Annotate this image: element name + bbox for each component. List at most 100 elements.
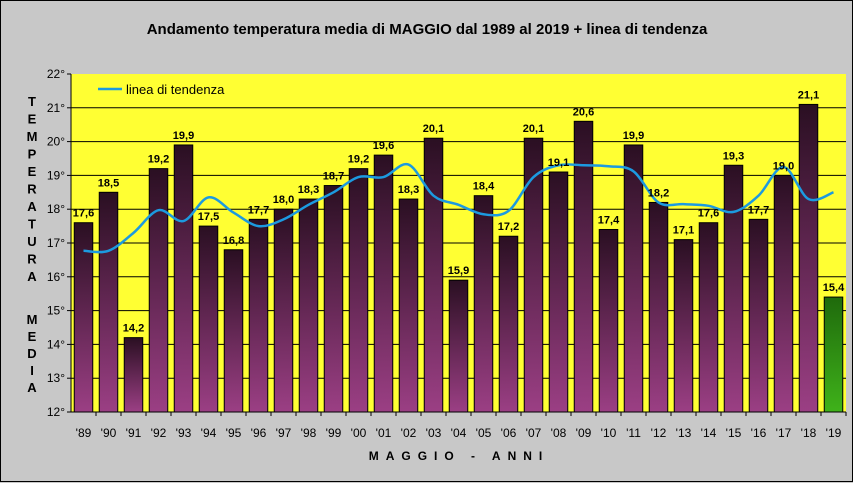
bar xyxy=(623,144,644,413)
x-tick-label: '14 xyxy=(701,426,717,440)
x-tick-label: '10 xyxy=(601,426,617,440)
bar-value-label: 14,2 xyxy=(123,323,144,335)
bar xyxy=(823,296,844,413)
bar-value-label: 17,7 xyxy=(248,204,269,216)
bar xyxy=(173,144,194,413)
bar-value-label: 18,3 xyxy=(398,184,419,196)
bar xyxy=(498,235,519,413)
legend: linea di tendenza xyxy=(98,82,225,97)
y-title-letter: E xyxy=(28,329,37,344)
x-tick-label: '92 xyxy=(151,426,167,440)
y-tick-label: 16° xyxy=(47,270,65,284)
bar-value-label: 17,6 xyxy=(73,208,94,220)
x-tick-label: '11 xyxy=(626,426,641,440)
bar-value-label: 20,1 xyxy=(523,123,544,135)
bar-value-label: 20,1 xyxy=(423,123,444,135)
y-title-letter: T xyxy=(28,94,36,109)
bar-value-label: 18,0 xyxy=(273,194,294,206)
x-tick-label: '05 xyxy=(476,426,492,440)
x-tick-label: '91 xyxy=(126,426,142,440)
x-tick-label: '15 xyxy=(726,426,742,440)
x-tick-label: '94 xyxy=(201,426,217,440)
x-tick-label: '89 xyxy=(76,426,92,440)
bar-value-label: 17,2 xyxy=(498,221,519,233)
bar xyxy=(423,137,444,413)
x-tick-label: '16 xyxy=(751,426,767,440)
y-title-letter: A xyxy=(27,380,37,395)
bar xyxy=(448,279,469,413)
trend-line-group xyxy=(83,162,834,254)
bar-value-label: 19,6 xyxy=(373,140,394,152)
bar xyxy=(598,228,619,413)
x-tick-label: '18 xyxy=(801,426,817,440)
bar-value-label: 20,6 xyxy=(573,106,594,118)
x-tick-label: '13 xyxy=(676,426,692,440)
bar-value-label: 19,1 xyxy=(548,157,569,169)
x-tick-label: '02 xyxy=(401,426,417,440)
y-tick-label: 21° xyxy=(47,101,65,115)
bar-value-label: 19,2 xyxy=(348,154,369,166)
x-tick-label: '96 xyxy=(251,426,267,440)
bar-value-label: 19,3 xyxy=(723,150,744,162)
x-tick-label: '01 xyxy=(376,426,392,440)
bar-value-label: 18,7 xyxy=(323,171,344,183)
y-tick-label: 12° xyxy=(47,405,65,419)
bar xyxy=(673,239,694,413)
bars xyxy=(73,103,844,413)
x-tick-label: '19 xyxy=(826,426,842,440)
bar xyxy=(323,185,344,413)
bar-value-label: 17,4 xyxy=(598,214,620,226)
trend-line xyxy=(83,162,834,254)
x-tick-label: '00 xyxy=(351,426,367,440)
bar xyxy=(698,222,719,413)
y-tick-label: 18° xyxy=(47,202,65,216)
y-title-letter: I xyxy=(30,363,34,378)
chart-title: Andamento temperatura media di MAGGIO da… xyxy=(147,21,708,38)
bar xyxy=(223,249,244,413)
bar-value-label: 15,4 xyxy=(823,282,845,294)
bar xyxy=(798,103,819,413)
bar-value-label: 18,3 xyxy=(298,184,319,196)
y-title-letter: R xyxy=(27,182,37,197)
y-title-letter: M xyxy=(27,312,38,327)
bar xyxy=(748,218,769,413)
x-axis-title: MAGGIO - ANNI xyxy=(369,449,550,463)
bar-value-label: 18,5 xyxy=(98,177,119,189)
x-tick-label: '03 xyxy=(426,426,442,440)
bar-value-label: 18,2 xyxy=(648,187,669,199)
y-title-letter: A xyxy=(27,269,37,284)
bar-value-label: 16,8 xyxy=(223,235,244,247)
bar-value-label: 17,1 xyxy=(673,225,694,237)
bar xyxy=(773,174,794,413)
x-tick-labels: '89 '90 '91 '92 '93 '94 '95 '96 '97 '98 '99 '00 '01 '… xyxy=(76,412,847,440)
y-tick-label: 17° xyxy=(47,236,65,250)
bar xyxy=(523,137,544,413)
bar-value-label: 21,1 xyxy=(798,89,819,101)
y-tick-label: 14° xyxy=(47,337,65,351)
x-tick-label: '90 xyxy=(101,426,117,440)
bar xyxy=(123,337,144,413)
y-title-letter: M xyxy=(27,129,38,144)
y-title-letter: U xyxy=(27,234,36,249)
x-tick-label: '06 xyxy=(501,426,517,440)
x-tick-label: '97 xyxy=(276,426,292,440)
legend-trend-label: linea di tendenza xyxy=(126,82,225,97)
x-tick-label: '95 xyxy=(226,426,242,440)
y-tick-label: 15° xyxy=(47,304,65,318)
bar xyxy=(348,168,369,413)
x-tick-label: '98 xyxy=(301,426,317,440)
bar xyxy=(548,171,569,413)
bar xyxy=(198,225,219,413)
y-title-letter: E xyxy=(28,164,37,179)
y-title-letter: E xyxy=(28,112,37,127)
bar xyxy=(98,191,119,413)
bar xyxy=(648,201,669,413)
bar xyxy=(148,168,169,413)
y-tick-label: 19° xyxy=(47,168,65,182)
y-tick-label: 20° xyxy=(47,135,65,149)
x-tick-label: '07 xyxy=(526,426,542,440)
